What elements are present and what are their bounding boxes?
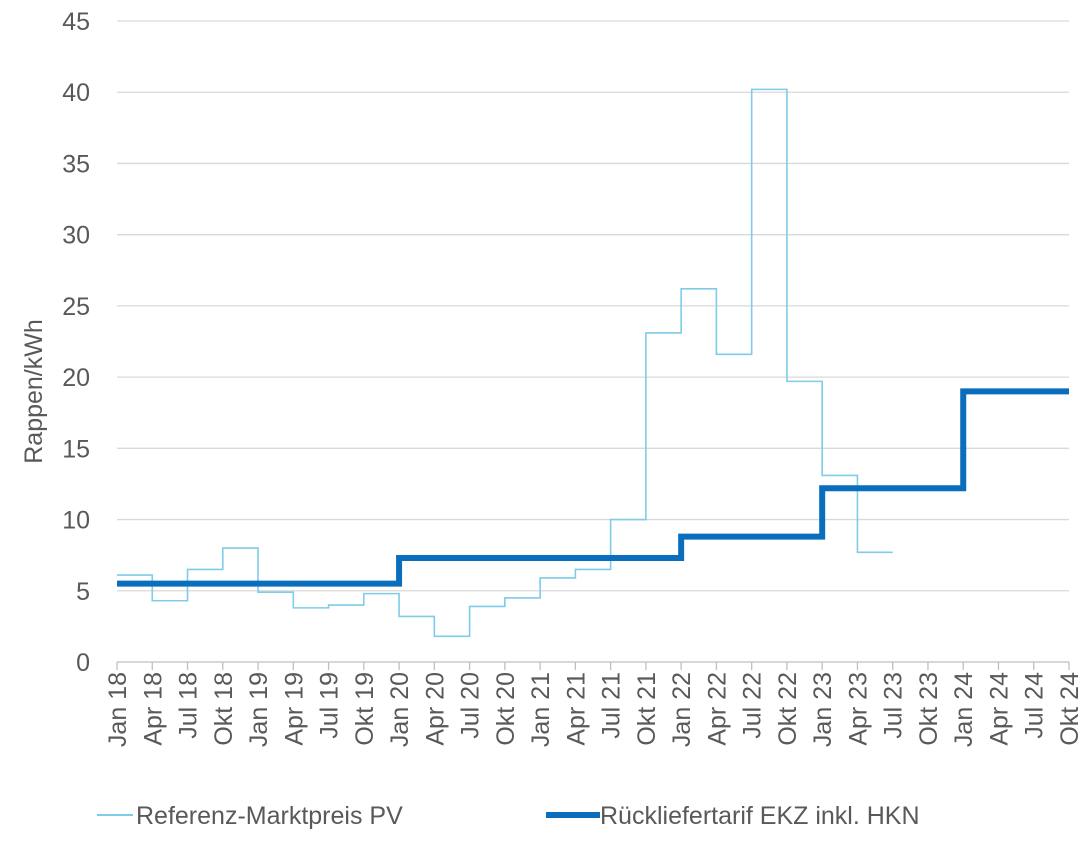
x-tick-label: Jul 20 bbox=[457, 672, 485, 739]
y-tick-label-35: 35 bbox=[62, 150, 90, 178]
x-tick-label: Jul 18 bbox=[175, 672, 203, 739]
x-tick-label: Jul 19 bbox=[316, 672, 344, 739]
x-tick-label: Jul 23 bbox=[880, 672, 908, 739]
x-tick-label: Jan 20 bbox=[386, 672, 414, 747]
x-tick-label: Jan 21 bbox=[527, 672, 555, 747]
x-tick-label: Jan 18 bbox=[104, 672, 132, 747]
x-tick-label: Okt 18 bbox=[210, 672, 238, 746]
x-tick-label: Apr 22 bbox=[703, 672, 731, 746]
x-tick-label: Jul 22 bbox=[739, 672, 767, 739]
legend-label-ruecklieferungstarif: Rückliefertarif EKZ inkl. HKN bbox=[600, 802, 920, 830]
x-tick-label: Apr 20 bbox=[421, 672, 449, 746]
legend: Referenz-Marktpreis PV Rückliefertarif E… bbox=[97, 802, 920, 830]
y-tick-label-15: 15 bbox=[62, 435, 90, 463]
x-tick-label: Okt 23 bbox=[915, 672, 943, 746]
x-tick-label: Jul 24 bbox=[1021, 672, 1049, 739]
y-tick-label-30: 30 bbox=[62, 222, 90, 250]
y-tick-label-40: 40 bbox=[62, 79, 90, 107]
x-tick-label: Apr 23 bbox=[844, 672, 872, 746]
x-tick-label: Okt 22 bbox=[774, 672, 802, 746]
y-tick-label-10: 10 bbox=[62, 507, 90, 535]
x-tick-label: Jan 24 bbox=[950, 672, 978, 747]
x-tick-label: Jan 22 bbox=[668, 672, 696, 747]
x-tick-label: Okt 20 bbox=[492, 672, 520, 746]
x-tick-label: Okt 19 bbox=[351, 672, 379, 746]
y-tick-label-5: 5 bbox=[76, 578, 90, 606]
series-line-0 bbox=[117, 88, 893, 638]
x-tick-label: Apr 18 bbox=[139, 672, 167, 746]
x-tick-label: Apr 24 bbox=[985, 672, 1013, 746]
x-tick-label: Okt 21 bbox=[633, 672, 661, 746]
y-axis-label: Rappen/kWh bbox=[20, 319, 48, 464]
legend-label-referenz: Referenz-Marktpreis PV bbox=[136, 802, 403, 830]
x-tick-label: Jan 23 bbox=[809, 672, 837, 747]
x-tick-label: Jan 19 bbox=[245, 672, 273, 747]
series-line-1 bbox=[117, 388, 1069, 587]
y-tick-label-45: 45 bbox=[62, 8, 90, 36]
x-tick-label: Jul 21 bbox=[598, 672, 626, 739]
series-lines bbox=[117, 88, 1069, 638]
y-tick-label-20: 20 bbox=[62, 364, 90, 392]
gridlines bbox=[117, 20, 1069, 592]
y-tick-label-25: 25 bbox=[62, 293, 90, 321]
y-axis-ticks: 0 5 10 15 20 25 30 35 40 45 bbox=[62, 8, 90, 677]
x-axis: Jan 18 Apr 18 Jul 18 Okt 18 Jan 19 Apr 19 Jul … bbox=[104, 661, 1081, 747]
x-tick-label: Okt 24 bbox=[1056, 672, 1081, 746]
x-tick-label: Apr 19 bbox=[280, 672, 308, 746]
y-tick-label-0: 0 bbox=[76, 649, 90, 677]
x-tick-label: Apr 21 bbox=[562, 672, 590, 746]
